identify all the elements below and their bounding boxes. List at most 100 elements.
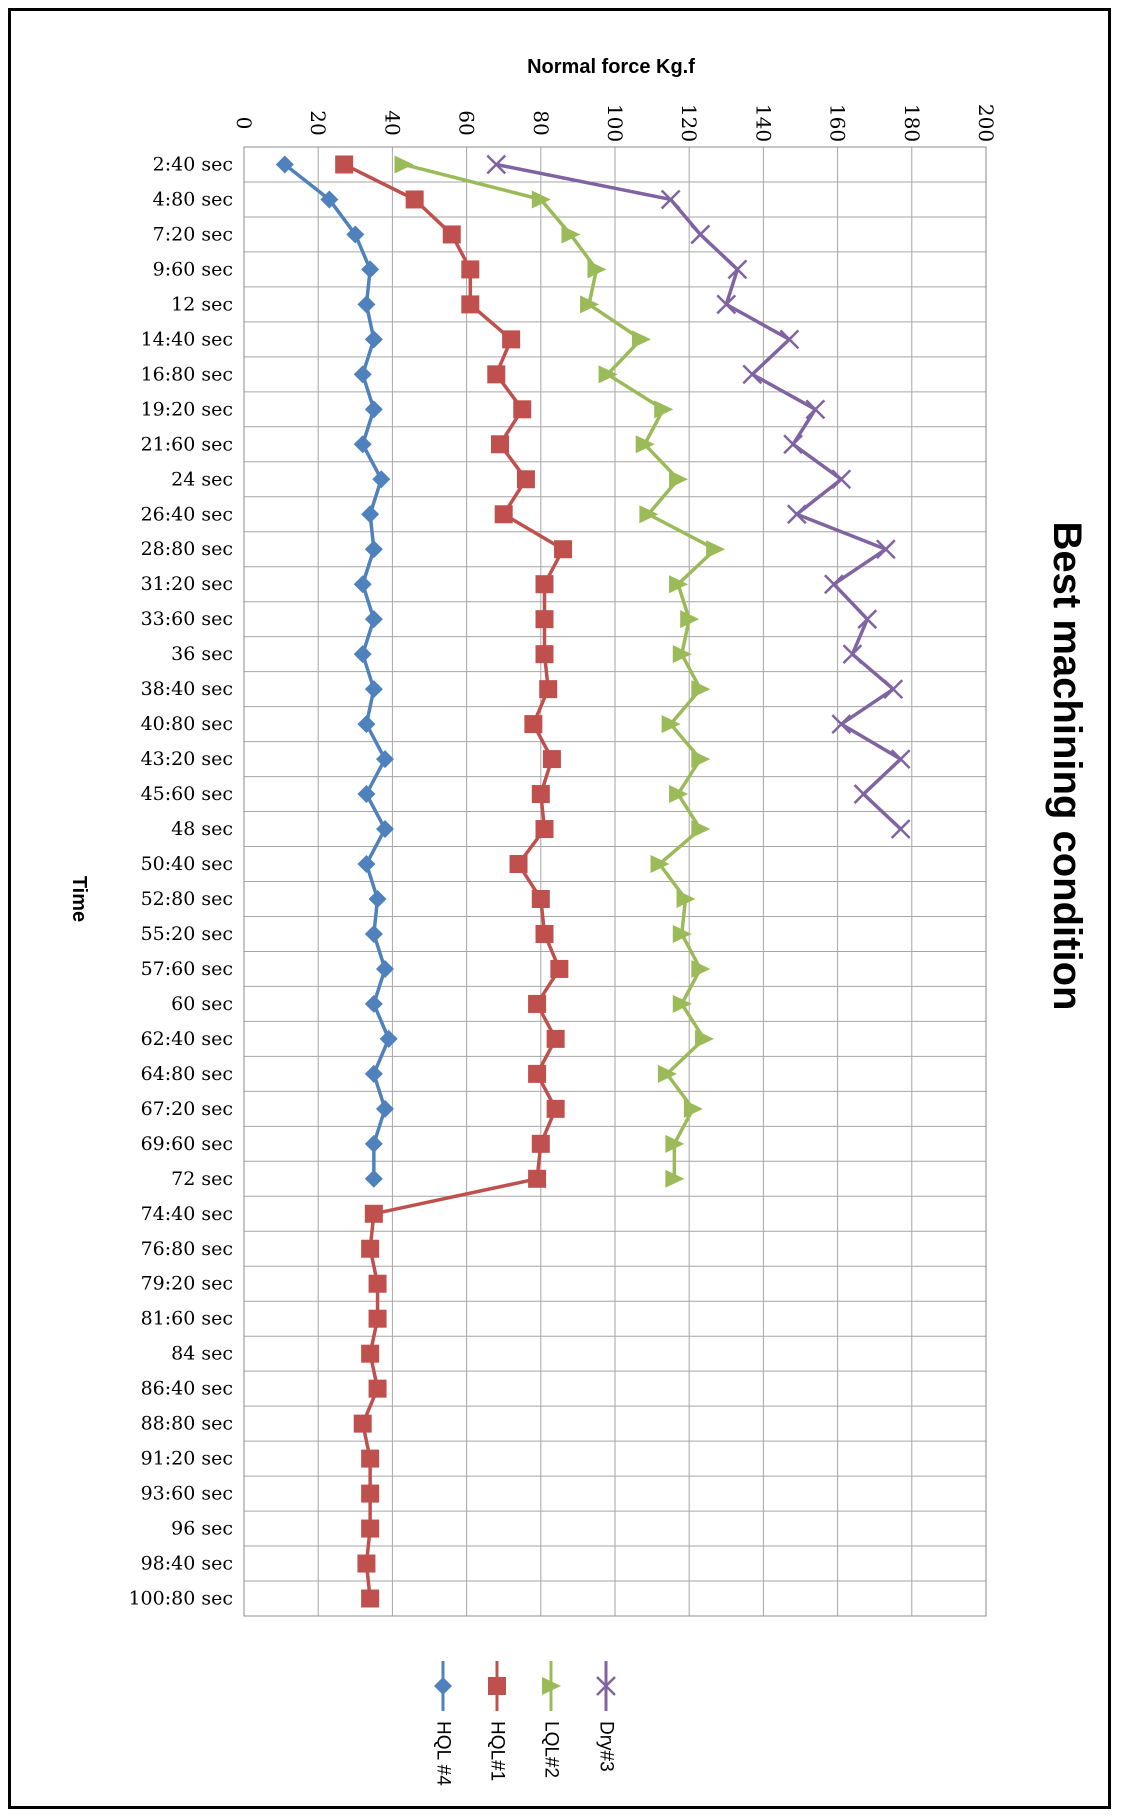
data-point-hql-4 <box>368 889 387 908</box>
series-layer <box>275 154 911 1608</box>
data-point-lql-2 <box>531 190 551 209</box>
data-point-hql-4 <box>375 959 394 978</box>
data-point-lql-2 <box>635 435 655 454</box>
data-point-lql-2 <box>561 225 581 244</box>
data-point-hql-4 <box>375 1099 394 1118</box>
time-tick-label: 67:20 sec <box>141 1098 233 1120</box>
data-point-hql-1 <box>535 610 554 629</box>
time-tick-label: 93:60 sec <box>141 1483 233 1505</box>
time-tick-label: 96 sec <box>171 1518 233 1540</box>
data-point-hql-1 <box>535 820 554 839</box>
data-point-hql-4 <box>275 155 294 174</box>
value-tick-label: 100 <box>603 104 627 142</box>
value-tick-label: 200 <box>974 104 998 142</box>
data-point-hql-4 <box>357 785 376 804</box>
time-tick-label: 57:60 sec <box>141 958 233 980</box>
time-tick-label: 31:20 sec <box>141 573 233 595</box>
data-point-hql-1 <box>554 540 573 559</box>
series-line-dry-3 <box>495 162 903 831</box>
data-point-hql-4 <box>320 190 339 209</box>
data-point-hql-1 <box>368 1309 387 1328</box>
time-tick-label: 26:40 sec <box>141 503 233 525</box>
data-point-hql-4 <box>353 575 372 594</box>
x-marker-stroke <box>783 434 803 455</box>
data-point-hql-4 <box>364 1169 383 1188</box>
data-point-hql-4 <box>346 225 365 244</box>
x-marker-stroke <box>890 749 911 769</box>
time-tick-label: 45:60 sec <box>141 783 233 805</box>
data-point-hql-1 <box>535 645 554 664</box>
legend-marker <box>488 1677 506 1695</box>
data-point-dry-3 <box>660 189 681 210</box>
legend-marker <box>434 1677 452 1695</box>
data-point-hql-4 <box>361 505 380 524</box>
data-point-hql-1 <box>361 1519 380 1538</box>
data-point-hql-4 <box>375 820 394 839</box>
data-point-lql-2 <box>394 155 414 174</box>
data-point-hql-4 <box>357 715 376 734</box>
data-point-lql-2 <box>669 785 689 804</box>
data-point-hql-1 <box>442 225 461 244</box>
x-marker-stroke <box>883 679 904 700</box>
data-point-hql-4 <box>364 1064 383 1083</box>
time-tick-label: 2:40 sec <box>153 153 233 175</box>
data-point-hql-4 <box>379 1029 398 1048</box>
data-point-dry-3 <box>842 644 863 665</box>
data-point-hql-4 <box>364 1134 383 1153</box>
legend-label: HQL#1 <box>487 1721 508 1781</box>
plot-border <box>243 146 987 1617</box>
data-point-dry-3 <box>857 609 878 630</box>
data-point-lql-2 <box>665 1134 685 1153</box>
x-marker-stroke <box>805 399 826 420</box>
data-point-hql-1 <box>524 715 543 734</box>
data-point-hql-1 <box>509 855 528 874</box>
data-point-lql-2 <box>661 715 681 734</box>
time-tick-label: 100:80 sec <box>128 1588 233 1610</box>
time-tick-label: 76:80 sec <box>141 1238 233 1260</box>
time-tick-label: 38:40 sec <box>141 678 233 700</box>
time-tick-label: 9:60 sec <box>153 258 233 280</box>
data-point-lql-2 <box>580 295 600 314</box>
data-point-hql-4 <box>364 924 383 943</box>
data-point-hql-1 <box>461 295 480 314</box>
time-tick-label: 33:60 sec <box>141 608 233 630</box>
data-point-lql-2 <box>669 575 689 594</box>
data-point-lql-2 <box>669 470 689 489</box>
data-point-dry-3 <box>727 259 748 280</box>
data-point-hql-4 <box>353 365 372 384</box>
time-tick-label: 62:40 sec <box>141 1028 233 1050</box>
data-point-hql-4 <box>353 435 372 454</box>
data-point-lql-2 <box>598 365 618 384</box>
data-point-hql-4 <box>357 295 376 314</box>
data-point-dry-3 <box>875 539 896 560</box>
time-tick-label: 72 sec <box>171 1168 233 1190</box>
data-point-dry-3 <box>805 399 826 420</box>
data-point-lql-2 <box>665 1169 685 1188</box>
data-point-lql-2 <box>691 750 711 769</box>
time-tick-label: 91:20 sec <box>141 1448 233 1470</box>
time-tick-label: 48 sec <box>171 818 233 840</box>
time-tick-label: 81:60 sec <box>141 1308 233 1330</box>
time-tick-label: 4:80 sec <box>153 188 233 210</box>
value-axis-title: Normal force Kg.f <box>527 56 695 78</box>
data-point-hql-1 <box>546 1029 565 1048</box>
time-axis-ticks: 2:40 sec 4:80 sec 7:20 sec 9:60 sec 12 sec 14… <box>128 153 233 1609</box>
data-point-hql-4 <box>364 610 383 629</box>
time-tick-label: 79:20 sec <box>141 1273 233 1295</box>
x-marker-stroke <box>727 259 748 280</box>
data-point-dry-3 <box>786 504 807 525</box>
time-tick-label: 40:80 sec <box>141 713 233 735</box>
data-point-hql-4 <box>361 260 380 279</box>
data-point-hql-1 <box>361 1589 380 1608</box>
time-tick-label: 74:40 sec <box>141 1203 233 1225</box>
time-tick-label: 60 sec <box>171 993 233 1015</box>
time-tick-label: 86:40 sec <box>141 1378 233 1400</box>
x-marker-stroke <box>853 784 874 804</box>
value-tick-label: 160 <box>826 104 850 142</box>
value-tick-label: 80 <box>529 110 553 135</box>
data-point-lql-2 <box>680 610 700 629</box>
data-point-lql-2 <box>650 855 670 874</box>
data-point-hql-4 <box>364 994 383 1013</box>
data-point-dry-3 <box>831 714 852 734</box>
data-point-dry-3 <box>716 294 737 315</box>
